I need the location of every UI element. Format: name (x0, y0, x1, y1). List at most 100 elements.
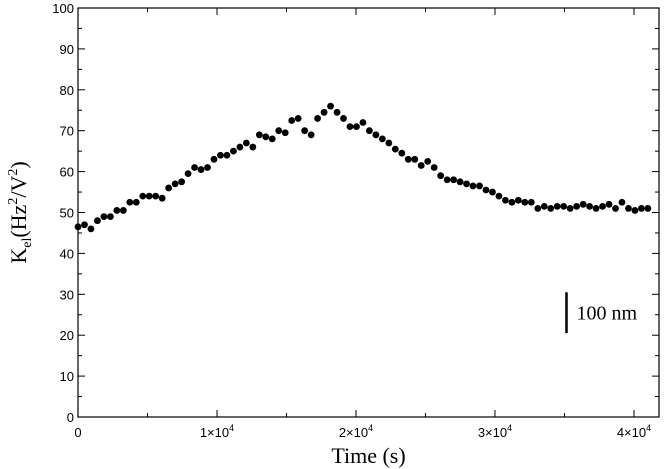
data-point (184, 170, 192, 178)
data-point (560, 202, 568, 210)
data-point (281, 129, 289, 137)
data-point (210, 155, 218, 163)
data-point (456, 178, 464, 186)
y-title-subscript: el (20, 238, 35, 248)
data-points (74, 102, 652, 233)
data-point (119, 207, 127, 214)
data-point (191, 164, 198, 171)
data-point (81, 221, 88, 229)
scale-bar-annotation: 100 nm (565, 292, 637, 334)
data-point (437, 172, 445, 180)
y-tick-label: 60 (60, 165, 74, 180)
data-point (631, 207, 639, 214)
y-tick-label: 40 (60, 246, 74, 261)
data-point (100, 213, 108, 220)
data-point (294, 115, 302, 122)
data-point (404, 155, 412, 163)
y-tick-label: 0 (67, 410, 74, 425)
data-point (508, 198, 516, 206)
y-axis-title: Kel(Hz2/V2) (6, 161, 35, 263)
data-point (327, 102, 334, 110)
x-axis: 0 1×104 2×104 3×104 4×104 (74, 8, 651, 440)
data-point (359, 119, 367, 126)
data-point (592, 205, 600, 212)
y-tick-label: 90 (60, 42, 74, 57)
data-point (366, 127, 373, 135)
x-axis-title: Time (s) (331, 443, 405, 468)
data-point (74, 223, 82, 231)
x-tick-exponent: 4 (507, 423, 512, 433)
data-point (424, 157, 432, 165)
y-tick-label: 80 (60, 83, 74, 98)
x-tick-label: 0 (74, 425, 81, 440)
data-point (158, 194, 166, 202)
y-tick-label: 100 (52, 1, 74, 16)
data-point (514, 196, 522, 204)
data-point (106, 213, 114, 220)
y-title-superscript: 2 (6, 198, 21, 205)
data-point (301, 127, 309, 135)
data-point (255, 131, 263, 139)
y-title-close: ) (6, 161, 31, 168)
data-point (573, 202, 581, 210)
plot-frame (77, 7, 660, 418)
x-tick-exponent: 4 (368, 423, 373, 433)
data-point (126, 198, 134, 206)
data-point (502, 196, 509, 204)
data-point (288, 117, 296, 124)
y-tick-label: 50 (60, 206, 74, 221)
data-point (599, 202, 606, 210)
data-point (242, 139, 250, 147)
data-point (521, 198, 529, 206)
data-point (385, 139, 393, 147)
data-point (204, 164, 211, 171)
data-point (262, 133, 270, 141)
data-point (534, 205, 542, 212)
data-point (230, 147, 237, 155)
data-point (586, 202, 593, 210)
data-point (152, 192, 160, 200)
data-point (391, 145, 399, 153)
data-point (223, 151, 231, 159)
data-point (489, 188, 496, 196)
data-point (346, 123, 354, 131)
data-point (495, 192, 503, 200)
data-point (268, 135, 276, 143)
data-point (553, 202, 561, 210)
data-point (139, 192, 147, 200)
x-tick-label: 2×104 (339, 423, 373, 440)
y-title-open: (Hz (6, 204, 31, 237)
x-tick-exponent: 4 (646, 423, 651, 433)
data-point (372, 131, 380, 139)
y-tick-label: 20 (60, 328, 74, 343)
data-point (463, 180, 470, 188)
data-point (378, 135, 386, 143)
y-axis: 0 10 20 30 40 50 60 70 80 90 100 (52, 1, 659, 425)
data-point (540, 202, 548, 210)
data-point (236, 143, 244, 151)
data-point (417, 162, 425, 169)
data-point (320, 108, 328, 116)
data-point (275, 127, 283, 135)
data-point (644, 205, 652, 212)
data-point (482, 186, 490, 194)
data-point (605, 200, 613, 208)
data-point (197, 166, 205, 173)
data-point (178, 178, 186, 186)
data-point (566, 205, 574, 212)
y-tick-label: 70 (60, 124, 74, 139)
data-point (145, 192, 153, 200)
data-point (638, 205, 645, 212)
data-point (398, 149, 406, 157)
data-point (579, 200, 587, 208)
x-tick-label: 3×104 (478, 423, 512, 440)
data-point (450, 176, 458, 184)
data-point (476, 182, 483, 190)
data-point (314, 115, 322, 122)
data-point (333, 108, 341, 116)
data-point (612, 205, 619, 212)
x-tick-label: 1×104 (200, 423, 234, 440)
data-point (165, 184, 173, 192)
data-point (353, 123, 360, 131)
